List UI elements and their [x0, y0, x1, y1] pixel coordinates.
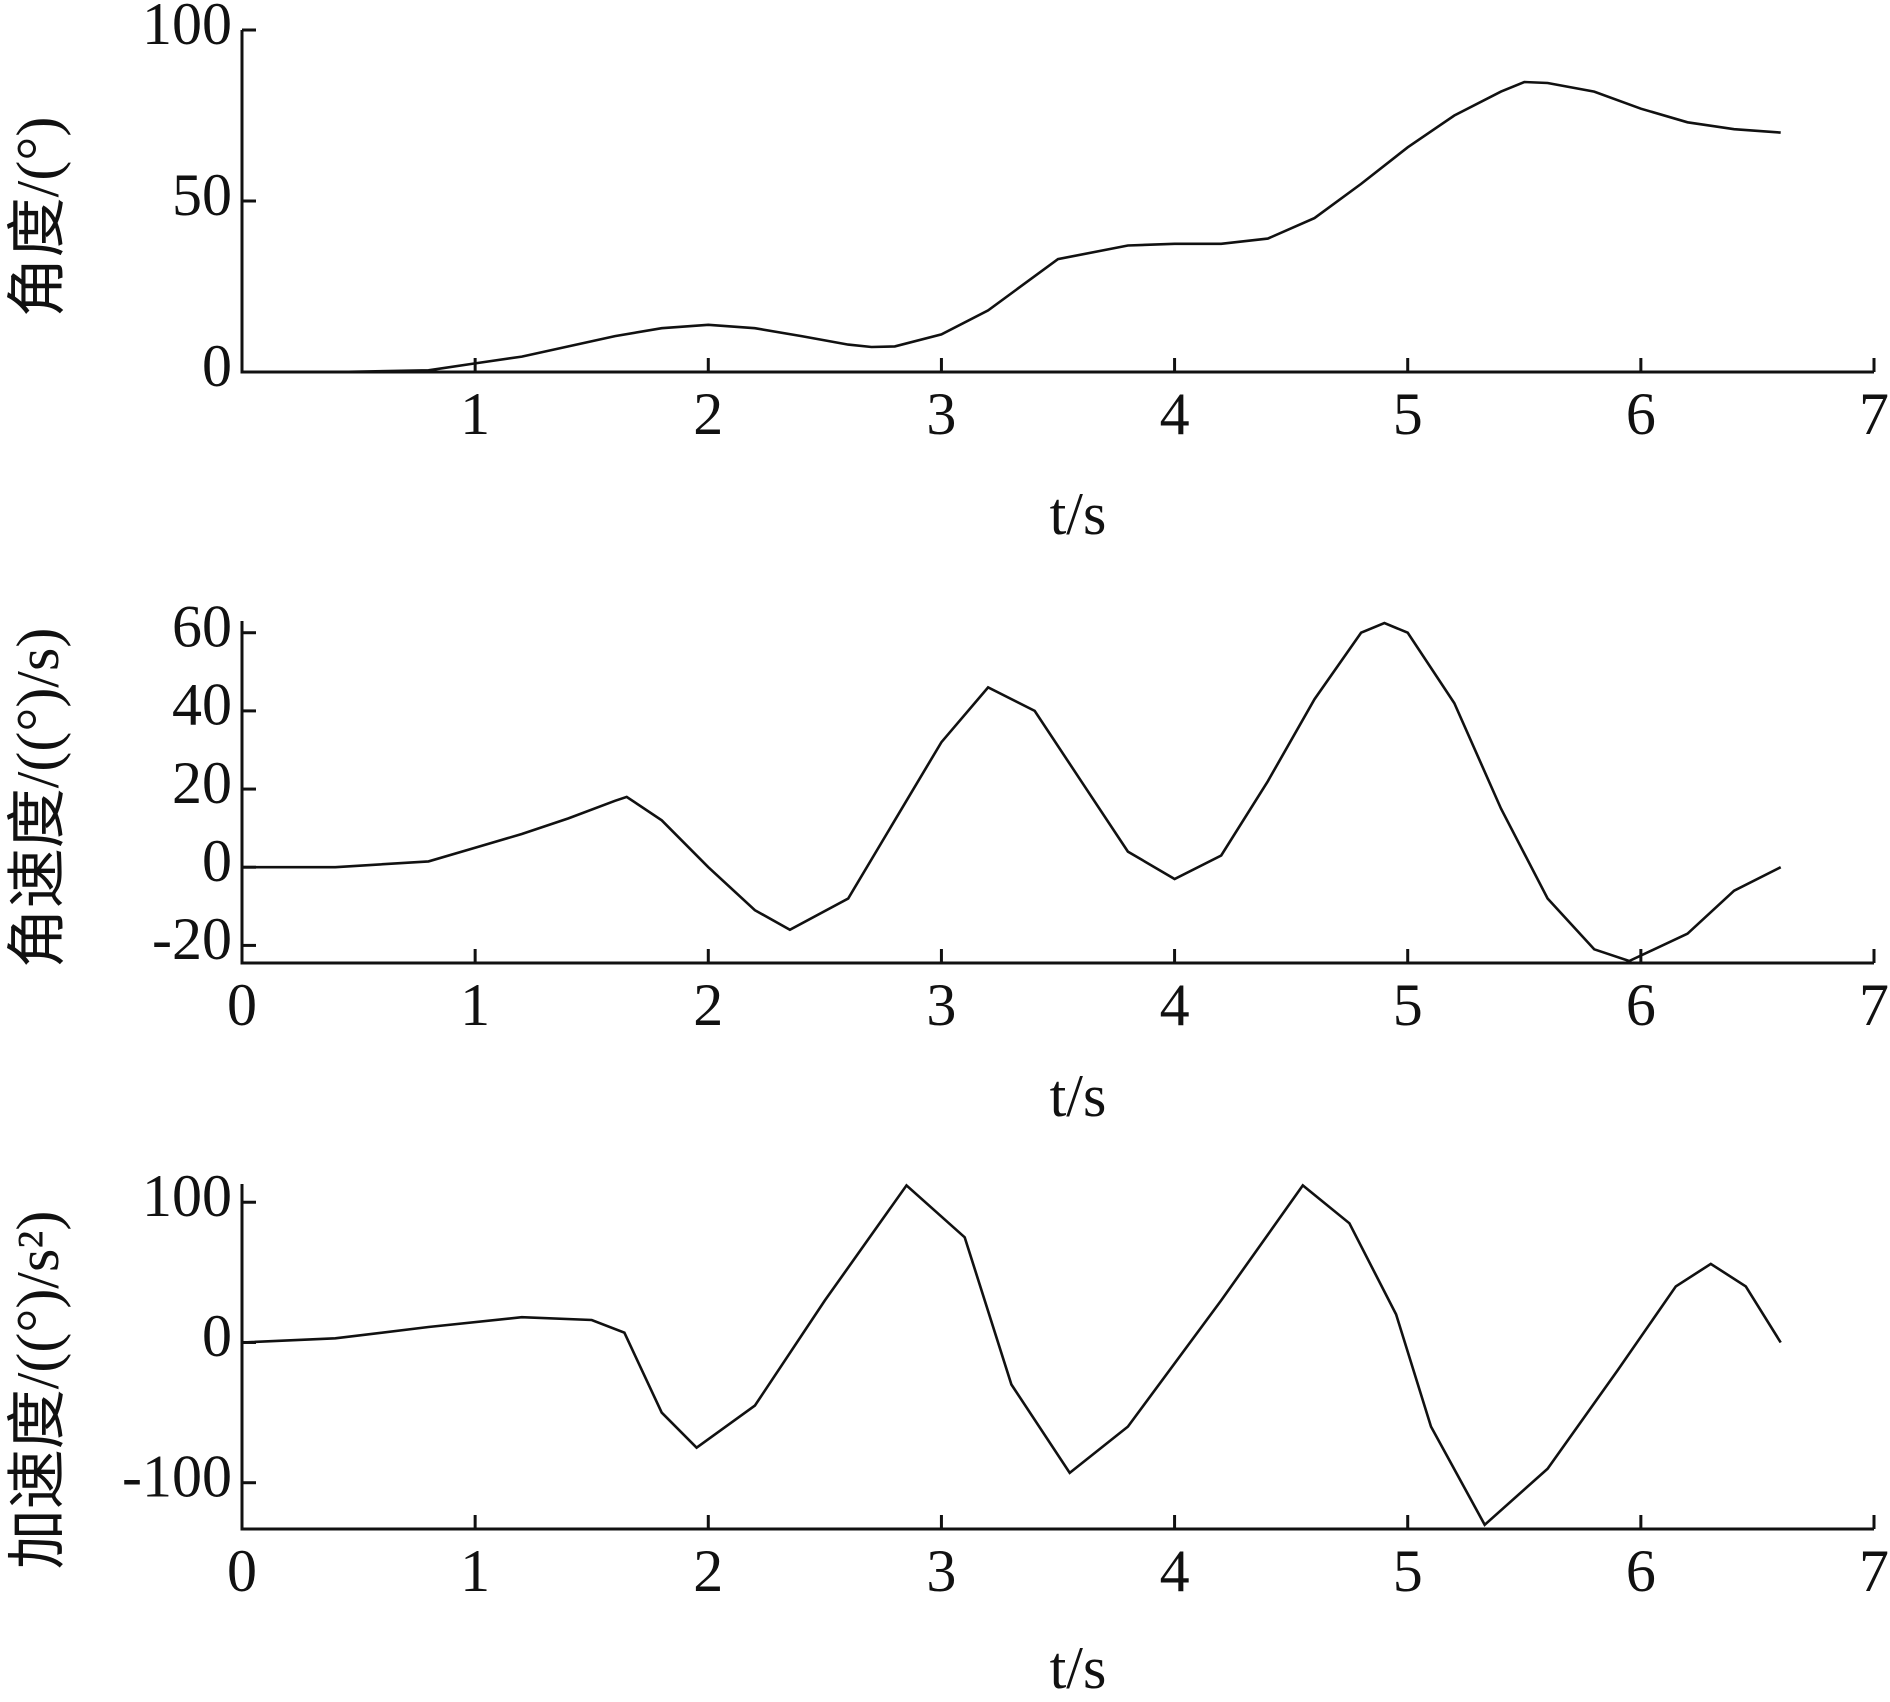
x-tick-label: 2: [693, 1538, 723, 1604]
line-series: [241, 1183, 1782, 1527]
y-tick-label: 100: [142, 0, 232, 57]
x-tick-label: 1: [460, 972, 490, 1038]
y-tick-label: -100: [122, 1443, 232, 1509]
axes: [240, 621, 1874, 965]
line-series: [242, 621, 1782, 963]
y-tick-label: 100: [142, 1163, 232, 1229]
x-tick-label: 6: [1626, 972, 1656, 1038]
x-tick-label: 3: [926, 381, 956, 447]
x-tick-label: 7: [1859, 972, 1889, 1038]
axes: [240, 30, 1874, 374]
x-axis-label: t/s: [1050, 1635, 1107, 1701]
x-axis-label: t/s: [1050, 1063, 1107, 1129]
x-tick-label: 7: [1859, 1538, 1889, 1604]
y-tick-label: 40: [172, 672, 232, 738]
x-tick-label: 5: [1393, 381, 1423, 447]
y-tick-label: 60: [172, 593, 232, 659]
x-tick-label: 3: [926, 972, 956, 1038]
y-tick-label: 50: [172, 162, 232, 228]
y-tick-label: -20: [152, 906, 232, 972]
x-tick-label: 5: [1393, 1538, 1423, 1604]
x-tick-label: 7: [1859, 381, 1889, 447]
x-axis-label: t/s: [1050, 481, 1107, 547]
x-tick-label: 5: [1393, 972, 1423, 1038]
y-tick-label: 0: [202, 828, 232, 894]
x-tick-label: 4: [1160, 1538, 1190, 1604]
x-tick-label: 4: [1160, 381, 1190, 447]
x-tick-label: 1: [460, 1538, 490, 1604]
x-tick-label: 6: [1626, 1538, 1656, 1604]
y-tick-label: 0: [202, 333, 232, 399]
x-tick-label: 4: [1160, 972, 1190, 1038]
y-axis-label: 加速度/((°)/s²): [5, 1211, 71, 1570]
y-tick-label: 0: [202, 1303, 232, 1369]
line-series: [242, 80, 1781, 374]
axes: [240, 1184, 1874, 1531]
y-axis-label: 角速度/((°)/s): [5, 628, 71, 969]
x-tick-label: 2: [693, 381, 723, 447]
y-axis-label: 角度/(°): [5, 117, 71, 318]
x-tick-label: 6: [1626, 381, 1656, 447]
y-tick-label: 20: [172, 750, 232, 816]
x-tick-label: 0: [227, 972, 257, 1038]
x-tick-label: 0: [227, 1538, 257, 1604]
x-tick-label: 3: [926, 1538, 956, 1604]
x-tick-label: 2: [693, 972, 723, 1038]
x-tick-label: 1: [460, 381, 490, 447]
